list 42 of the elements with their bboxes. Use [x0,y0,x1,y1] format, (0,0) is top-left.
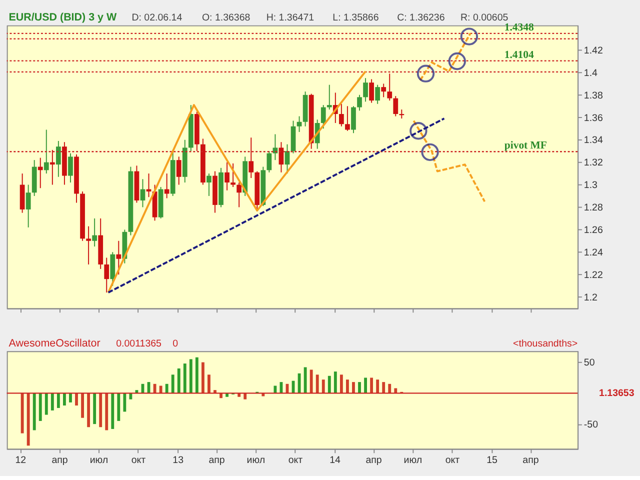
text: 1.13653 [599,388,635,400]
chart-title: AwesomeOscillator [8,337,101,350]
x-tick-label: апр [522,454,540,466]
text: H: 1.36471 [266,12,314,24]
text: 0.0011365 [116,338,162,350]
chart-title: EUR/USD (BID) 3 y W [8,11,118,24]
y-tick-label: 1.42 [584,45,603,56]
x-tick-label: окт [131,454,146,466]
y-tick-label: -50 [584,419,599,430]
x-tick-label: окт [288,454,304,466]
text: L: 1.35866 [332,12,379,24]
x-tick-label: 12 [15,454,26,466]
y-tick-label: 1.24 [584,248,604,259]
ref-line-label: 1.4104 [504,48,535,61]
text: <thousandths> [513,338,578,350]
x-tick-label: июл [246,454,266,466]
x-tick-label: окт [445,454,460,466]
text: O: 1.36368 [202,12,250,24]
y-tick-label: 1.22 [584,270,603,281]
y-tick-label: 1.2 [584,292,598,304]
x-tick-label: апр [366,454,382,466]
x-tick-label: апр [208,454,226,466]
y-tick-label: 1.32 [584,158,603,169]
y-tick-label: 1.26 [584,225,603,236]
text: 0 [172,338,179,350]
text: D: 02.06.14 [132,12,183,24]
x-tick-label: 13 [172,454,184,466]
y-tick-label: 1.28 [584,202,603,214]
y-tick-label: 1.38 [584,90,603,102]
x-tick-label: апр [52,454,68,466]
y-tick-label: 50 [584,358,596,369]
text: R: 0.00605 [460,12,509,24]
x-tick-label: 15 [486,454,498,466]
x-tick-label: 14 [330,454,342,466]
ref-line-label: pivot MF [504,140,548,152]
y-tick-label: 1.3 [584,180,598,192]
text: C: 1.36236 [397,12,445,24]
y-tick-label: 1.4 [584,68,598,79]
x-tick-label: июл [90,454,108,466]
x-tick-label: июл [404,454,422,466]
y-tick-label: 1.34 [584,135,604,146]
y-tick-label: 1.36 [584,112,603,124]
